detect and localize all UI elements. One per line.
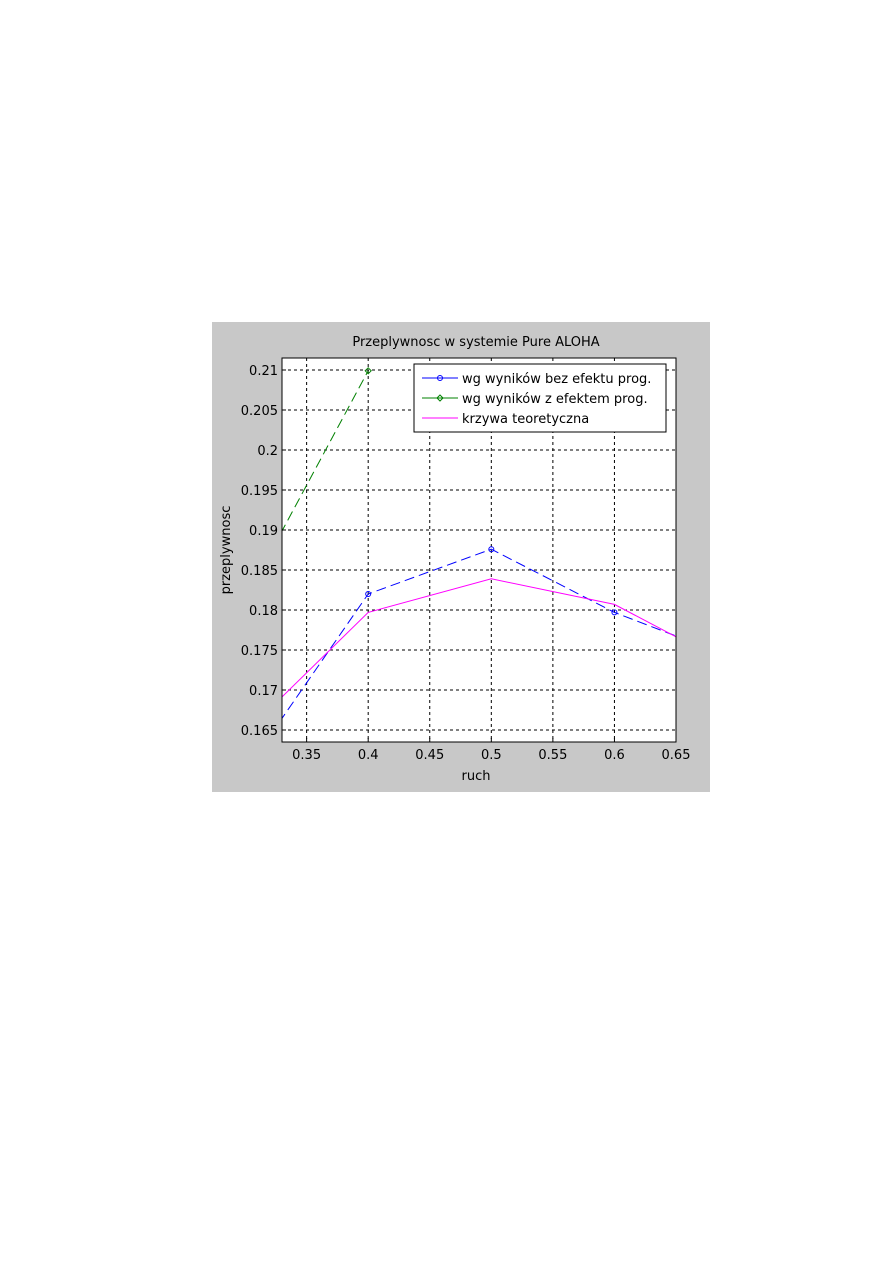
y-axis-label: przeplywnosc	[219, 506, 234, 595]
legend-entry-label: wg wyników z efektem prog.	[462, 392, 648, 407]
y-tick-label: 0.21	[249, 364, 278, 379]
data-point-marker	[437, 375, 443, 381]
legend: wg wyników bez efektu prog. wg wyników z …	[413, 363, 667, 433]
axis-ticks: 0.35 0.4 0.45 0.5 0.55 0.6 0.65 0.165 0.17 0.175 0…	[241, 364, 691, 763]
legend-entry-label: krzywa teoretyczna	[462, 412, 589, 427]
data-point-marker	[611, 609, 618, 616]
y-tick-label: 0.19	[249, 524, 278, 539]
x-tick-label: 0.55	[538, 748, 567, 763]
series-line-2	[282, 370, 369, 533]
x-tick-label: 0.4	[358, 748, 379, 763]
data-point-marker	[436, 394, 444, 402]
y-tick-label: 0.17	[249, 684, 278, 699]
x-axis-label: ruch	[462, 769, 491, 784]
chart-figure: 0.35 0.4 0.45 0.5 0.55 0.6 0.65 0.165 0.17 0.175 0…	[212, 322, 710, 792]
chart-title: Przeplywnosc w systemie Pure ALOHA	[352, 335, 599, 350]
y-tick-label: 0.175	[241, 644, 278, 659]
data-point-marker	[488, 546, 495, 553]
y-tick-label: 0.2	[257, 444, 278, 459]
grid	[282, 358, 676, 742]
x-tick-label: 0.35	[292, 748, 321, 763]
y-tick-label: 0.195	[241, 484, 278, 499]
x-tick-label: 0.6	[604, 748, 625, 763]
data-point-marker	[243, 769, 248, 774]
y-tick-label: 0.185	[241, 564, 278, 579]
x-tick-label: 0.5	[481, 748, 502, 763]
series-line-3	[282, 578, 676, 698]
x-tick-label: 0.65	[662, 748, 691, 763]
y-tick-label: 0.165	[241, 724, 278, 739]
y-tick-label: 0.18	[249, 604, 278, 619]
x-tick-label: 0.45	[415, 748, 444, 763]
y-tick-label: 0.205	[241, 404, 278, 419]
legend-entry-label: wg wyników bez efektu prog.	[462, 372, 651, 387]
series-group	[242, 367, 676, 774]
data-point-marker	[364, 367, 372, 375]
data-point-marker	[365, 591, 372, 597]
data-point-marker	[242, 597, 248, 603]
plot-frame	[281, 357, 677, 743]
line-chart: 0.35 0.4 0.45 0.5 0.55 0.6 0.65 0.165 0.17 0.175 0…	[219, 335, 691, 784]
